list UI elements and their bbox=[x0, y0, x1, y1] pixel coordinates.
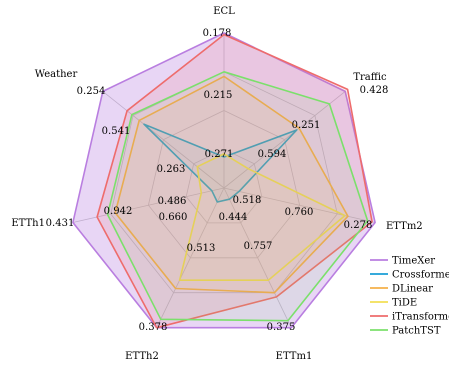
inner-value-13: 0.263 bbox=[157, 164, 186, 175]
inner-value-1: 0.215 bbox=[204, 90, 233, 101]
grid-ring-2 bbox=[147, 110, 301, 259]
inner-value-10: 0.942 bbox=[104, 206, 133, 217]
series-dlinear bbox=[114, 75, 349, 294]
series-patchtst bbox=[106, 71, 369, 322]
grid-spoke-etth2 bbox=[156, 187, 225, 328]
legend-label-itransformer: iTransformer bbox=[392, 312, 449, 323]
legend-label-patchtst: PatchTST bbox=[392, 326, 441, 337]
outer-value-ettm1: 0.375 bbox=[267, 322, 296, 333]
axis-label-etth1: ETTh1 bbox=[11, 218, 45, 229]
axis-label-ettm2: ETTm2 bbox=[386, 221, 423, 232]
axis-label-traffic: Traffic bbox=[353, 72, 387, 83]
legend-label-timexer: TimeXer bbox=[392, 256, 435, 267]
series-tide bbox=[178, 153, 346, 282]
radar-series bbox=[72, 32, 376, 329]
inner-value-9: 0.660 bbox=[159, 212, 188, 223]
inner-value-6: 0.757 bbox=[244, 241, 273, 252]
axis-label-weather: Weather bbox=[35, 69, 78, 80]
grid-ring-1 bbox=[185, 148, 263, 224]
inner-value-2: 0.251 bbox=[292, 120, 321, 131]
outer-value-traffic: 0.428 bbox=[360, 85, 389, 96]
radar-labels: ECL Traffic ETTm2 ETTm1 ETTh2 ETTh1 Weather 0.1… bbox=[11, 6, 422, 362]
grid-spoke-ettm1 bbox=[223, 187, 292, 328]
grid-spoke-weather bbox=[102, 91, 225, 189]
axis-label-ecl: ECL bbox=[213, 6, 235, 17]
inner-value-7: 0.444 bbox=[219, 212, 248, 223]
inner-value-8: 0.513 bbox=[187, 243, 216, 254]
axis-label-etth2: ETTh2 bbox=[125, 351, 159, 362]
axis-label-ettm1: ETTm1 bbox=[276, 351, 313, 362]
inner-value-5: 0.518 bbox=[233, 195, 262, 206]
legend: TimeXer Crossformer DLinear TiDE iTransforme… bbox=[370, 256, 449, 337]
series-crossformer bbox=[143, 123, 298, 203]
legend-label-crossformer: Crossformer bbox=[392, 270, 449, 281]
grid-spoke-traffic bbox=[223, 91, 346, 189]
grid-spoke-etth1 bbox=[72, 187, 225, 223]
series-itransformer bbox=[96, 33, 373, 329]
outer-value-ecl: 0.178 bbox=[203, 28, 232, 39]
inner-value-4: 0.760 bbox=[285, 207, 314, 218]
inner-value-11: 0.486 bbox=[158, 196, 187, 207]
grid-spoke-ettm2 bbox=[223, 187, 376, 223]
outer-value-etth2: 0.378 bbox=[139, 322, 168, 333]
legend-label-dlinear: DLinear bbox=[392, 284, 433, 295]
outer-value-etth1: 0.431 bbox=[46, 218, 75, 229]
legend-label-tide: TiDE bbox=[392, 298, 417, 309]
inner-value-3: 0.594 bbox=[258, 149, 287, 160]
outer-value-ettm2: 0.278 bbox=[344, 220, 373, 231]
outer-value-weather: 0.254 bbox=[77, 86, 106, 97]
inner-value-12: 0.541 bbox=[102, 126, 131, 137]
grid-ring-3 bbox=[110, 71, 338, 294]
inner-value-14: 0.271 bbox=[205, 149, 234, 160]
